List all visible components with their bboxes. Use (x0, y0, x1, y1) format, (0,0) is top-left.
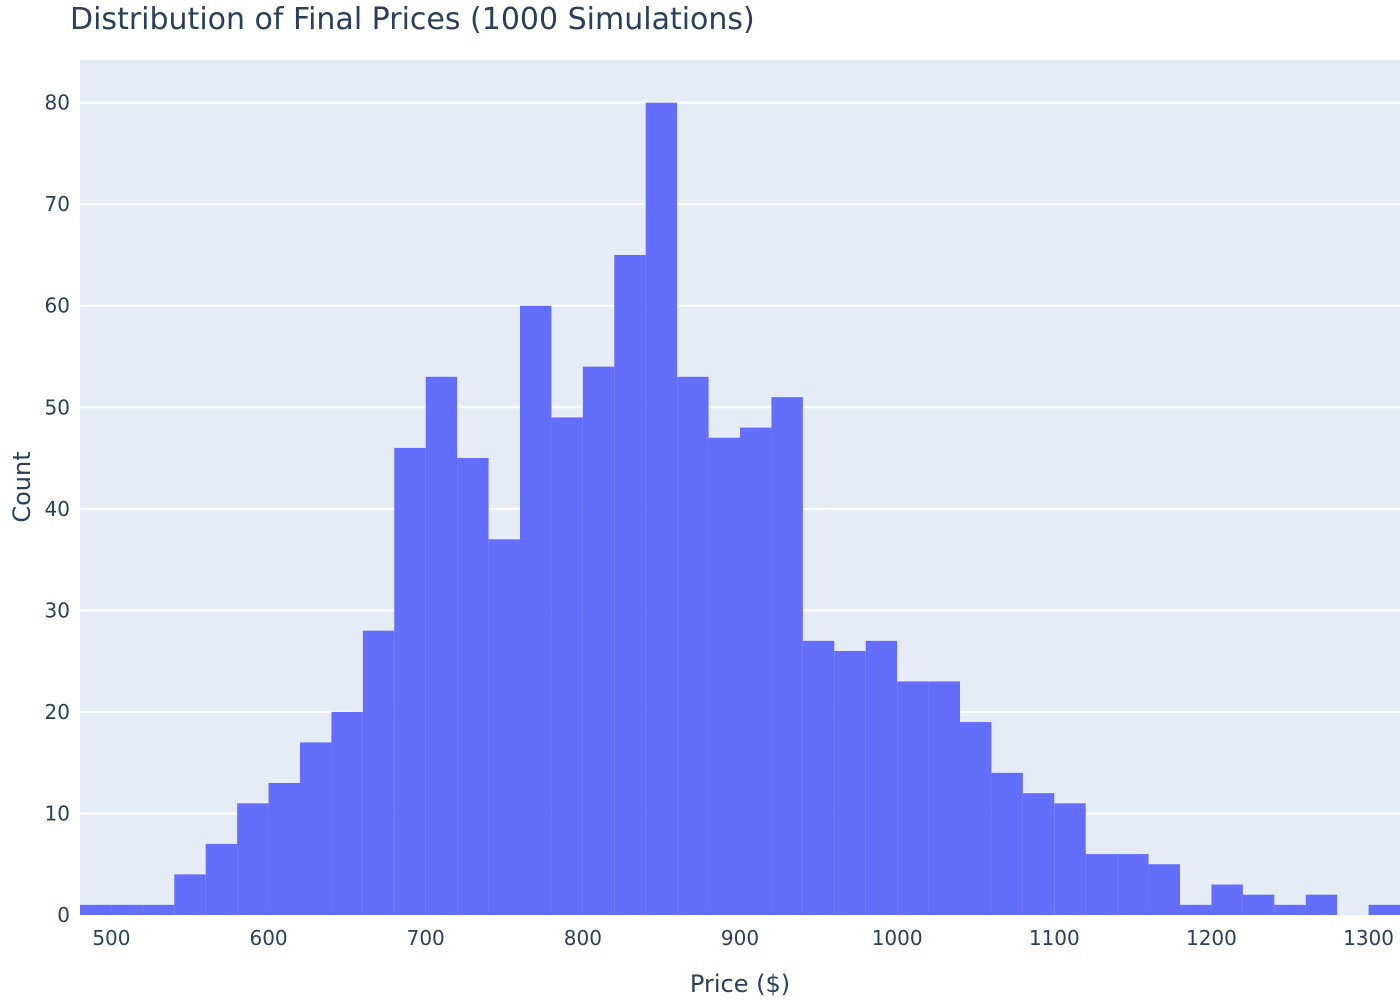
histogram-bar (425, 376, 458, 915)
y-axis-ticks: 0 10 20 30 40 50 60 70 80 (45, 91, 70, 927)
y-tick-label: 80 (45, 91, 70, 115)
histogram-bar (394, 447, 426, 915)
y-tick-label: 50 (45, 395, 70, 419)
histogram-bar (551, 417, 583, 915)
histogram-bar (865, 640, 898, 915)
histogram-bar (1148, 864, 1180, 915)
histogram-bar (582, 366, 615, 915)
histogram-bar (802, 640, 835, 915)
y-tick-label: 20 (45, 700, 70, 724)
x-axis-label: Price ($) (690, 970, 790, 998)
histogram-bar (362, 630, 395, 915)
y-tick-label: 0 (57, 903, 70, 927)
histogram-bar (488, 539, 520, 915)
x-tick-label: 500 (92, 926, 130, 950)
histogram-bar (771, 397, 803, 916)
histogram-bar (928, 681, 960, 915)
y-axis-label: Count (8, 451, 36, 522)
histogram-bar (1305, 894, 1338, 915)
histogram-bar (1054, 803, 1086, 915)
histogram-bar (1211, 884, 1243, 915)
histogram-bar (111, 904, 143, 915)
histogram-bar (457, 458, 489, 915)
histogram-bar (205, 843, 238, 915)
histogram-bar (268, 782, 300, 915)
histogram-bar (1022, 793, 1055, 915)
x-tick-label: 1000 (872, 926, 923, 950)
histogram-bar (740, 427, 772, 915)
histogram-bar (897, 681, 929, 915)
histogram-bar (677, 376, 709, 915)
histogram-bar (1242, 894, 1275, 915)
histogram-bar (645, 102, 678, 916)
histogram-bar (142, 904, 175, 915)
y-tick-label: 40 (45, 497, 70, 521)
histogram-bar (614, 254, 646, 916)
histogram-bar (237, 803, 269, 915)
x-tick-label: 1300 (1343, 926, 1394, 950)
y-tick-label: 70 (45, 192, 70, 216)
y-tick-label: 60 (45, 294, 70, 318)
bars (80, 102, 1400, 916)
histogram-bar (960, 722, 992, 915)
histogram-bar (80, 904, 112, 915)
y-tick-label: 30 (45, 598, 70, 622)
histogram-bar (1368, 904, 1400, 915)
x-tick-label: 600 (249, 926, 287, 950)
x-tick-label: 900 (721, 926, 759, 950)
histogram-bar (174, 874, 206, 915)
histogram-bar (1117, 854, 1149, 915)
x-tick-label: 1200 (1186, 926, 1237, 950)
histogram-bar (1085, 854, 1118, 915)
chart-title: Distribution of Final Prices (1000 Simul… (70, 2, 755, 37)
y-tick-label: 10 (45, 801, 70, 825)
histogram-bar (1180, 904, 1212, 915)
histogram-bar (1274, 904, 1306, 915)
x-tick-label: 800 (564, 926, 602, 950)
histogram-bar (520, 305, 552, 915)
histogram-bar (331, 711, 363, 915)
histogram-bar (708, 437, 740, 915)
x-axis-ticks: 500 600 700 800 900 1000 1100 1200 1300 (92, 926, 1394, 950)
x-tick-label: 1100 (1029, 926, 1080, 950)
histogram-bar (991, 772, 1023, 915)
x-tick-label: 700 (407, 926, 445, 950)
histogram-bar (300, 742, 332, 915)
histogram-bar (834, 650, 866, 915)
